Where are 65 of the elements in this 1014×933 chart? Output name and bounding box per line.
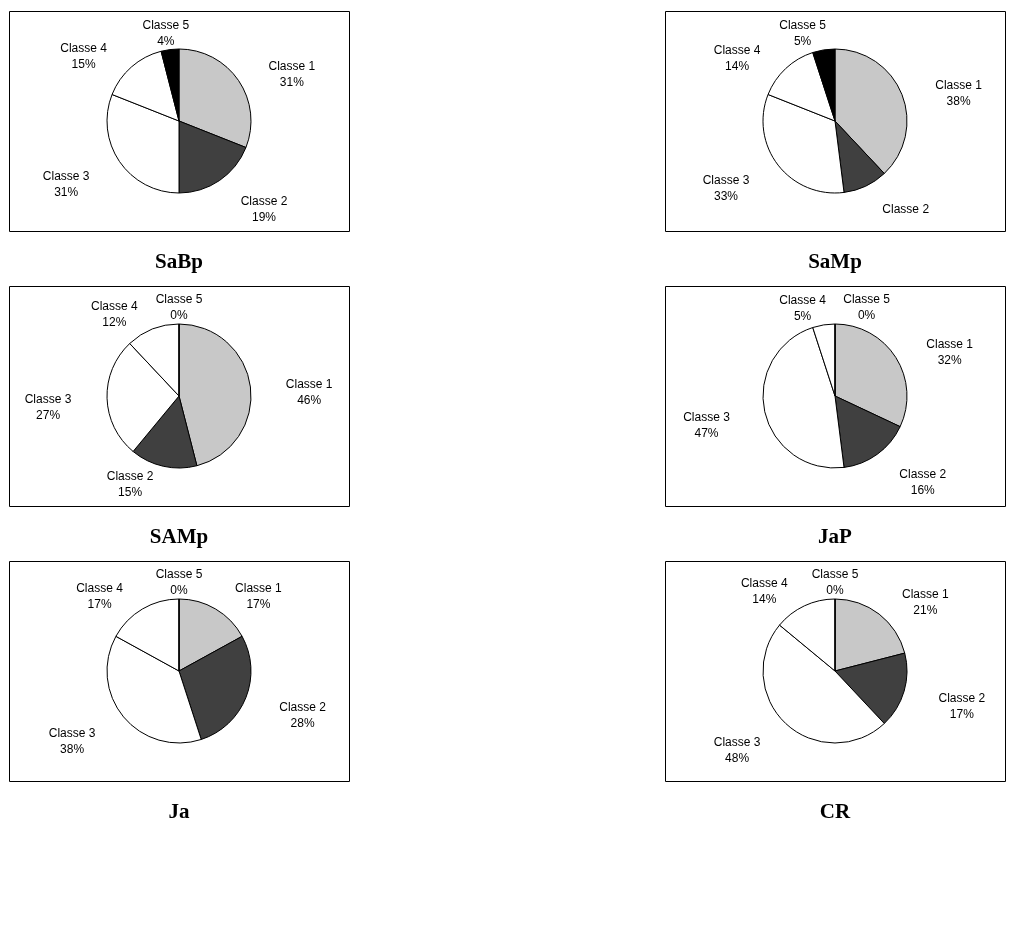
data-label: 17% — [87, 596, 112, 611]
data-label: 5% — [793, 34, 812, 49]
data-label: 31% — [279, 75, 305, 90]
slice-label: Classe 1 — [285, 376, 333, 391]
category-label: Classe 5 — [811, 567, 859, 581]
data-label: 17% — [949, 707, 975, 722]
data-label: 12% — [102, 314, 127, 329]
text: 0% — [170, 308, 188, 322]
slice-label: Classe 2 — [279, 699, 327, 714]
category-label: Classe 5 — [155, 567, 203, 581]
slice-label: Classe 3 — [702, 173, 750, 188]
data-label: 14% — [725, 59, 750, 74]
slice-label: Classe 4 — [60, 41, 108, 56]
data-label: 48% — [725, 750, 750, 765]
slice-label: Classe 4 — [779, 293, 827, 308]
data-label: 38% — [60, 741, 85, 756]
text: 0% — [170, 583, 188, 597]
data-label: 19% — [252, 210, 277, 224]
slice-label: Classe 1 — [926, 337, 974, 352]
data-label: 14% — [752, 592, 777, 607]
text: CR — [819, 799, 851, 823]
slice-label: Classe 2 — [240, 194, 288, 208]
data-label: 21% — [913, 603, 938, 618]
data-label: 38% — [946, 94, 971, 109]
text: SaMp — [808, 249, 862, 273]
data-label: 17% — [246, 596, 271, 611]
slice-label: Classe 2 — [899, 467, 947, 482]
slice-label: Classe 4 — [91, 298, 139, 313]
slice-label: Classe 2 — [882, 201, 930, 216]
text: 0% — [857, 308, 876, 322]
text: Ja — [168, 799, 190, 823]
data-label: 46% — [297, 392, 322, 407]
slice-label: Classe 3 — [42, 168, 90, 183]
text: SAMp — [149, 524, 209, 548]
slice-label: Classe 4 — [713, 43, 761, 58]
slice-label: Classe 5 — [779, 18, 827, 33]
slice-label: Classe 1 — [235, 580, 283, 595]
data-label: 31% — [54, 184, 79, 199]
data-label: 32% — [937, 353, 962, 368]
slice-label: Classe 3 — [683, 410, 731, 425]
data-label: 47% — [694, 426, 719, 441]
slice-label: Classe 2 — [106, 469, 154, 483]
slice-label: Classe 1 — [902, 587, 950, 602]
slice-label: Classe 4 — [740, 576, 788, 591]
slice-label: Classe 4 — [76, 580, 124, 595]
slice-label: Classe 1 — [935, 78, 983, 93]
category-label: Classe 5 — [843, 292, 890, 306]
data-label: 16% — [910, 483, 936, 498]
data-label: 15% — [71, 57, 96, 72]
slice-label: Classe 3 — [48, 725, 96, 740]
data-label: 28% — [290, 715, 315, 730]
data-label: 33% — [714, 189, 739, 204]
data-label: 15% — [118, 485, 143, 499]
slice-label: Classe 3 — [24, 392, 72, 407]
data-label: 27% — [36, 408, 61, 423]
slice-label: Classe 2 — [938, 691, 986, 706]
text: 0% — [826, 583, 844, 597]
category-label: Classe 5 — [155, 292, 203, 306]
slice-label: Classe 5 — [142, 17, 190, 32]
text: JaP — [818, 524, 853, 548]
slice-label: Classe 1 — [268, 59, 316, 74]
text: SaBp — [155, 249, 203, 273]
slice-label: Classe 3 — [713, 734, 761, 749]
data-label: 5% — [793, 309, 812, 324]
data-label: 4% — [157, 33, 175, 48]
